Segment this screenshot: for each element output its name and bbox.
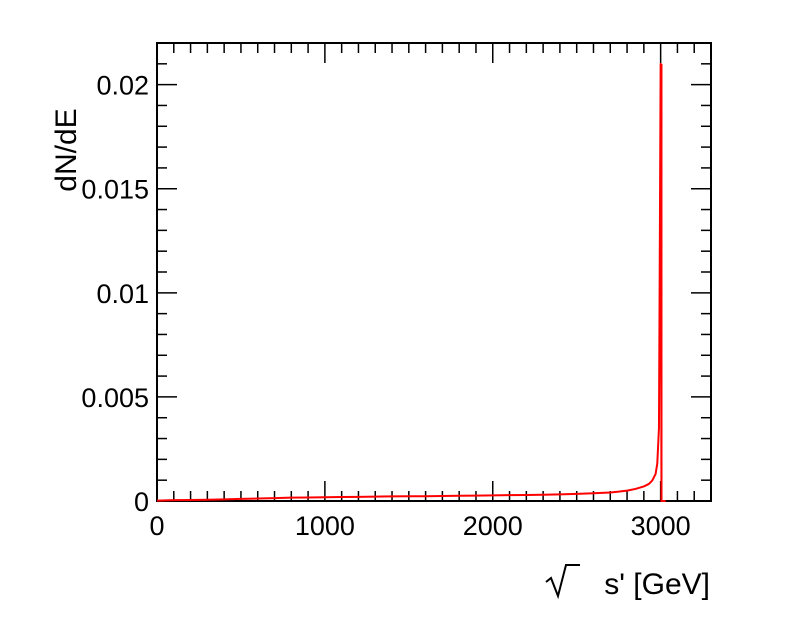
x-tick-label: 1000 [295, 511, 355, 541]
y-tick-label: 0 [134, 487, 149, 517]
sqrt-symbol [545, 564, 580, 600]
series-line [156, 62, 666, 502]
plot-area-border [156, 42, 712, 502]
x-axis-title: s' [GeV] [604, 568, 710, 601]
y-tick-label: 0.015 [81, 175, 149, 205]
tick-labels: 0 1000 2000 3000 0 0.005 0.01 0.015 0.02 [81, 71, 690, 541]
y-axis-title: dN/dE [50, 108, 83, 191]
x-tick-label: 3000 [631, 511, 691, 541]
series-layer [156, 62, 666, 502]
x-axis-title-group: s' [GeV] [545, 564, 710, 601]
y-tick-label: 0.005 [81, 383, 149, 413]
x-tick-label: 2000 [463, 511, 523, 541]
y-tick-label: 0.01 [96, 279, 149, 309]
x-tick-label: 0 [149, 511, 164, 541]
y-tick-label: 0.02 [96, 71, 149, 101]
axis-ticks [156, 42, 712, 502]
axis-titles: dN/dE s' [GeV] [50, 108, 710, 601]
plot-frame [156, 42, 712, 502]
